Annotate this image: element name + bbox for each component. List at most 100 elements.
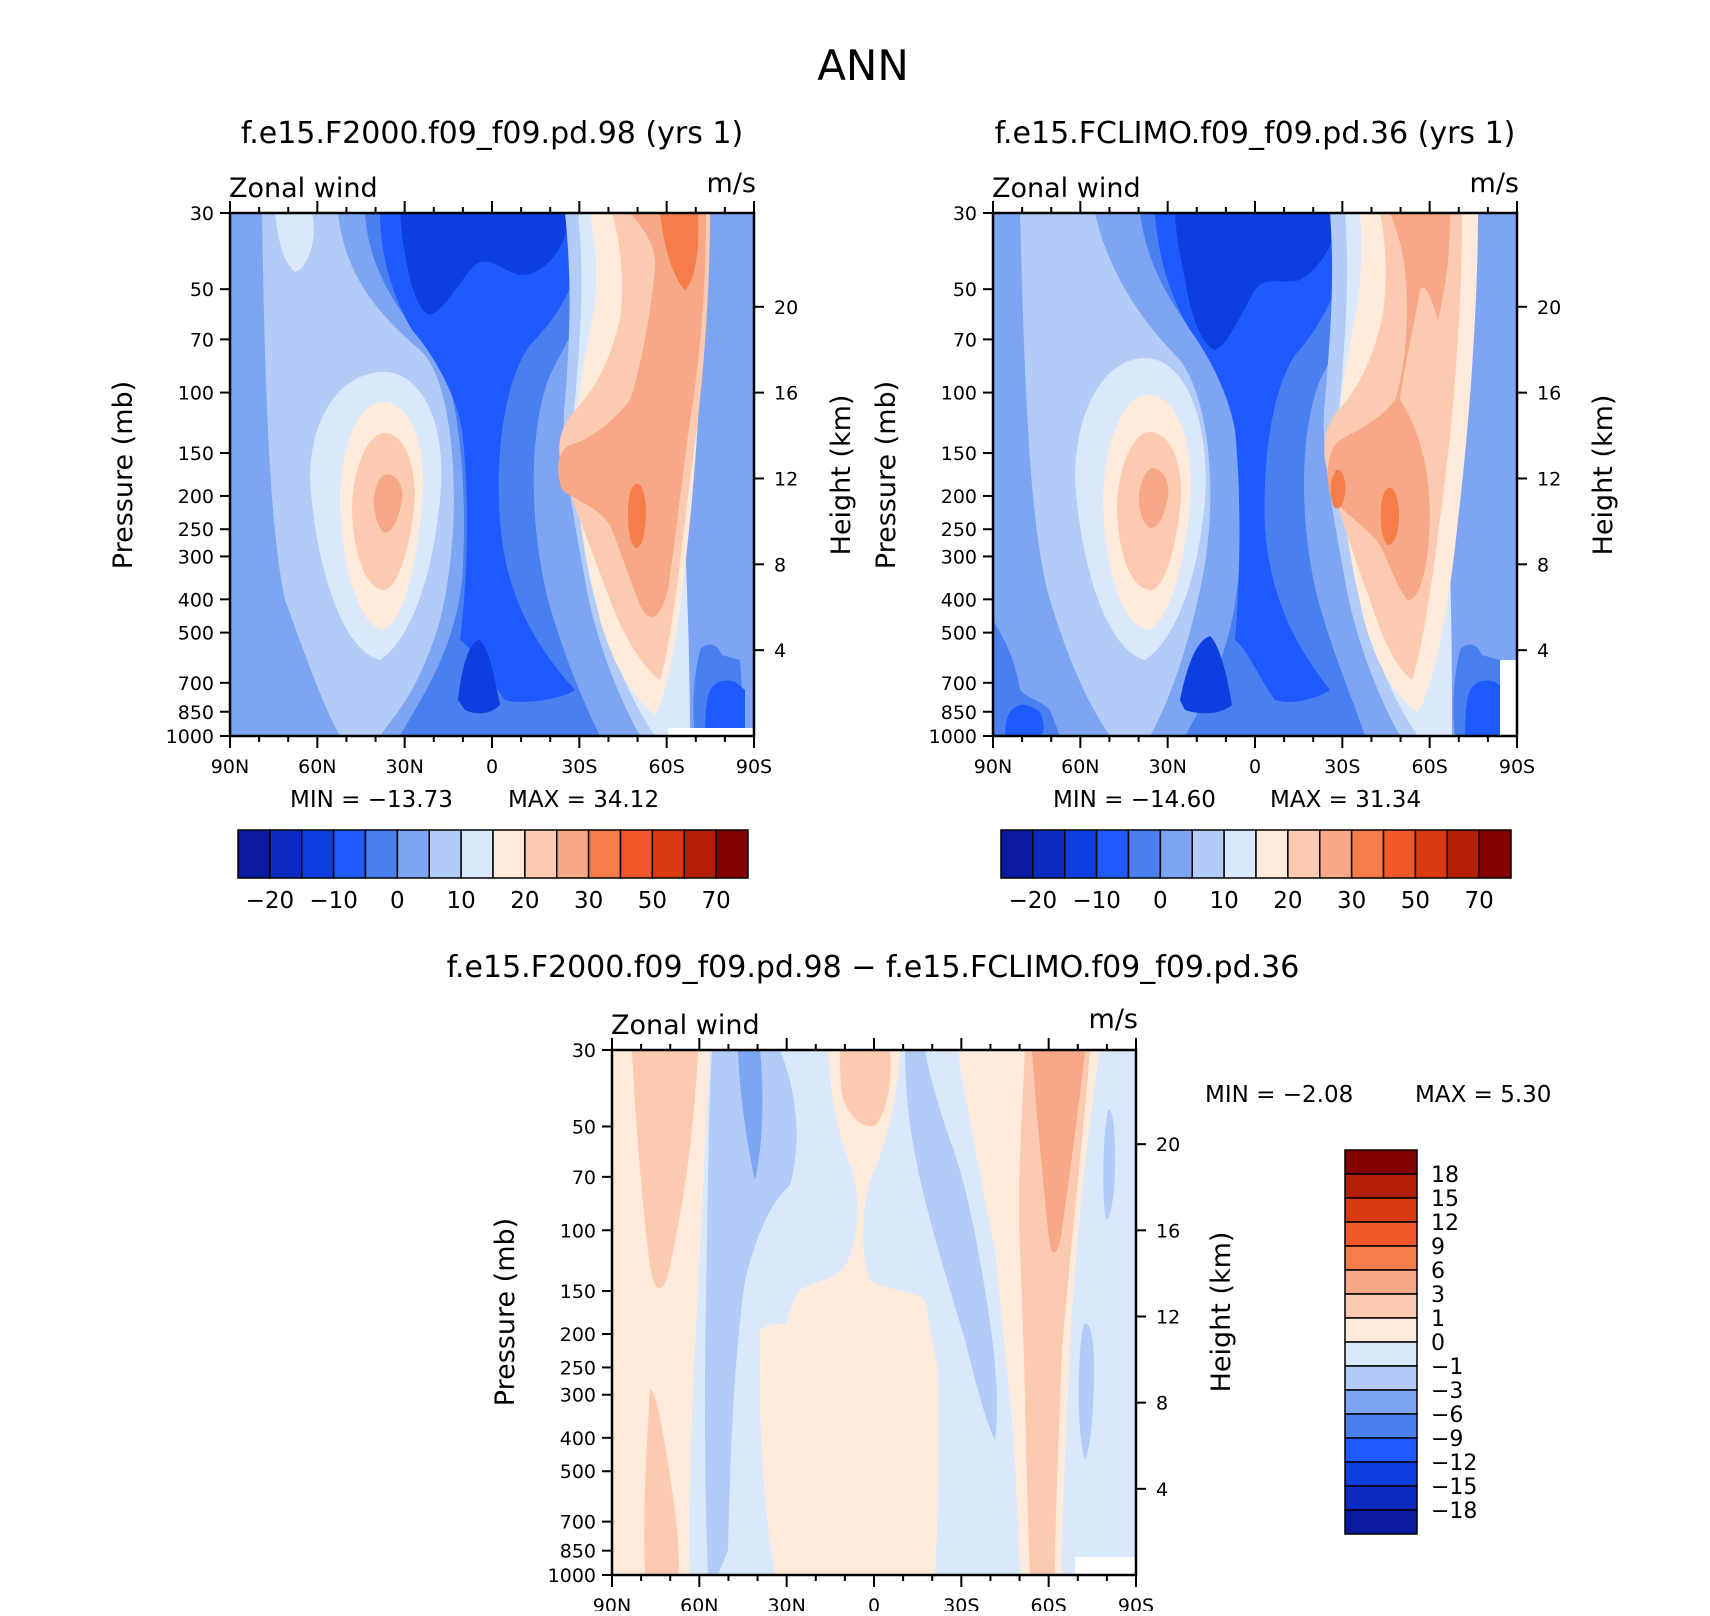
- colorbar-swatch: [1344, 1437, 1418, 1463]
- y-tick-label: 30: [572, 1040, 596, 1062]
- y-tick-label: 400: [941, 589, 977, 611]
- panel-a-xticks: 90N 60N 30N 0 30S 60S 90S: [211, 201, 772, 778]
- colorbar-swatch: [396, 829, 430, 879]
- colorbar-label: 30: [574, 888, 603, 914]
- y-tick-label: 150: [178, 443, 214, 465]
- panel-c-max: MAX = 5.30: [1415, 1082, 1551, 1108]
- y-tick-label: 300: [941, 546, 977, 568]
- y-tick-label: 150: [941, 443, 977, 465]
- figure-title: ANN: [817, 41, 909, 90]
- colorbar-swatch: [587, 829, 622, 879]
- colorbar-label: 15: [1431, 1187, 1459, 1212]
- colorbar-label: 10: [1209, 888, 1238, 914]
- y-tick-label: 400: [560, 1428, 596, 1450]
- colorbar-label: −10: [309, 888, 358, 914]
- y2-tick-label: 12: [1156, 1306, 1180, 1328]
- y2-tick-label: 20: [1537, 297, 1561, 319]
- panel-a-max: MAX = 34.12: [508, 787, 659, 813]
- x-tick-label: 60S: [1031, 1595, 1067, 1611]
- panel-a-min: MIN = −13.73: [290, 787, 453, 813]
- panel-c-min: MIN = −2.08: [1205, 1082, 1353, 1108]
- x-tick-label: 60N: [680, 1595, 718, 1611]
- y-tick-label: 250: [941, 519, 977, 541]
- colorbar-swatch: [715, 829, 749, 879]
- colorbar-swatch: [1344, 1389, 1418, 1415]
- y2-tick-label: 16: [1537, 383, 1561, 405]
- y-tick-label: 850: [941, 702, 977, 724]
- panel-c-band-r2-w1: [632, 1050, 698, 1289]
- panel-b-band-n3: [1005, 704, 1044, 736]
- y-tick-label: 850: [560, 1541, 596, 1563]
- x-tick-label: 30S: [1324, 756, 1360, 778]
- y-tick-label: 30: [190, 203, 214, 225]
- colorbar-swatch: [492, 829, 526, 879]
- y-tick-label: 500: [178, 623, 214, 645]
- colorbar-label: 3: [1431, 1283, 1445, 1308]
- colorbar-swatch: [651, 829, 685, 879]
- panel-b-min: MIN = −14.60: [1053, 787, 1216, 813]
- panel-c-band-r1-w: [612, 1050, 710, 1575]
- y-tick-label: 200: [941, 486, 977, 508]
- colorbar-swatch: [619, 829, 654, 879]
- panel-a-band-r4s-core: [628, 483, 646, 548]
- colorbar-label: 50: [1401, 888, 1430, 914]
- colorbar-swatch: [1350, 829, 1385, 879]
- panel-b-band-r4s-a: [1330, 469, 1346, 509]
- x-tick-label: 30N: [1148, 756, 1186, 778]
- y-tick-label: 700: [178, 673, 214, 695]
- x-tick-label: 90S: [736, 756, 772, 778]
- y-tick-label: 100: [178, 383, 214, 405]
- panel-c: f.e15.F2000.f09_f09.pd.98 − f.e15.FCLIMO…: [447, 950, 1552, 1616]
- panel-c-band-b3-a: [738, 1050, 763, 1180]
- panel-b-contours: [993, 213, 1517, 736]
- panel-c-band-b2-a: [704, 1050, 797, 1575]
- colorbar-swatch: [1344, 1245, 1418, 1271]
- y-tick-label: 300: [178, 546, 214, 568]
- x-tick-label: 90N: [593, 1595, 631, 1611]
- y2-tick-label: 20: [774, 297, 798, 319]
- x-tick-label: 60N: [1061, 756, 1099, 778]
- y-tick-label: 250: [178, 519, 214, 541]
- colorbar-swatch: [1344, 1221, 1418, 1247]
- panel-b-band-m2: [1175, 213, 1340, 350]
- panel-a-band-r4s: [660, 213, 699, 290]
- panel-c-band-b2-e: [1078, 1323, 1095, 1460]
- colorbar-label: 18: [1431, 1163, 1459, 1188]
- panel-c-band-r2-e: [1019, 1050, 1090, 1575]
- colorbar-swatch: [460, 829, 494, 879]
- x-tick-label: 90S: [1118, 1595, 1154, 1611]
- panel-a-band-r3s: [558, 213, 706, 617]
- panel-c-missing: [1075, 1557, 1136, 1575]
- panel-a-band-m3: [380, 213, 585, 702]
- colorbar-label: −18: [1431, 1499, 1477, 1524]
- colorbar-swatch: [1223, 829, 1257, 879]
- panel-a-band-r3: [373, 474, 403, 533]
- colorbar-label: 0: [1153, 888, 1168, 914]
- y-tick-label: 70: [953, 329, 977, 351]
- y-tick-label: 500: [941, 623, 977, 645]
- y-tick-label: 700: [941, 673, 977, 695]
- y2-tick-label: 12: [774, 468, 798, 490]
- colorbar-label: 70: [1464, 888, 1493, 914]
- panel-a-title: f.e15.F2000.f09_f09.pd.98 (yrs 1): [241, 116, 743, 151]
- x-tick-label: 0: [1249, 756, 1261, 778]
- colorbar-label: −3: [1431, 1379, 1463, 1404]
- colorbar-swatch: [1344, 1365, 1418, 1391]
- panel-b: f.e15.FCLIMO.f09_f09.pd.36 (yrs 1) Zonal…: [871, 116, 1619, 914]
- panel-a-colorbar: −20 −10 0 10 20 30 50 70: [237, 829, 749, 914]
- colorbar-swatch: [237, 829, 271, 879]
- y-tick-label: 300: [560, 1385, 596, 1407]
- colorbar-swatch: [1319, 829, 1353, 879]
- panel-b-y2ticks: 20 16 12 8 4: [1517, 297, 1561, 662]
- y2-tick-label: 4: [774, 640, 786, 662]
- colorbar-swatch: [683, 829, 717, 879]
- y-tick-label: 50: [572, 1116, 596, 1138]
- colorbar-label: 20: [1273, 888, 1302, 914]
- x-tick-label: 90N: [974, 756, 1012, 778]
- panel-a-left-label: Zonal wind: [229, 173, 378, 204]
- x-tick-label: 30S: [943, 1595, 979, 1611]
- x-tick-label: 30N: [385, 756, 423, 778]
- x-tick-label: 60N: [298, 756, 336, 778]
